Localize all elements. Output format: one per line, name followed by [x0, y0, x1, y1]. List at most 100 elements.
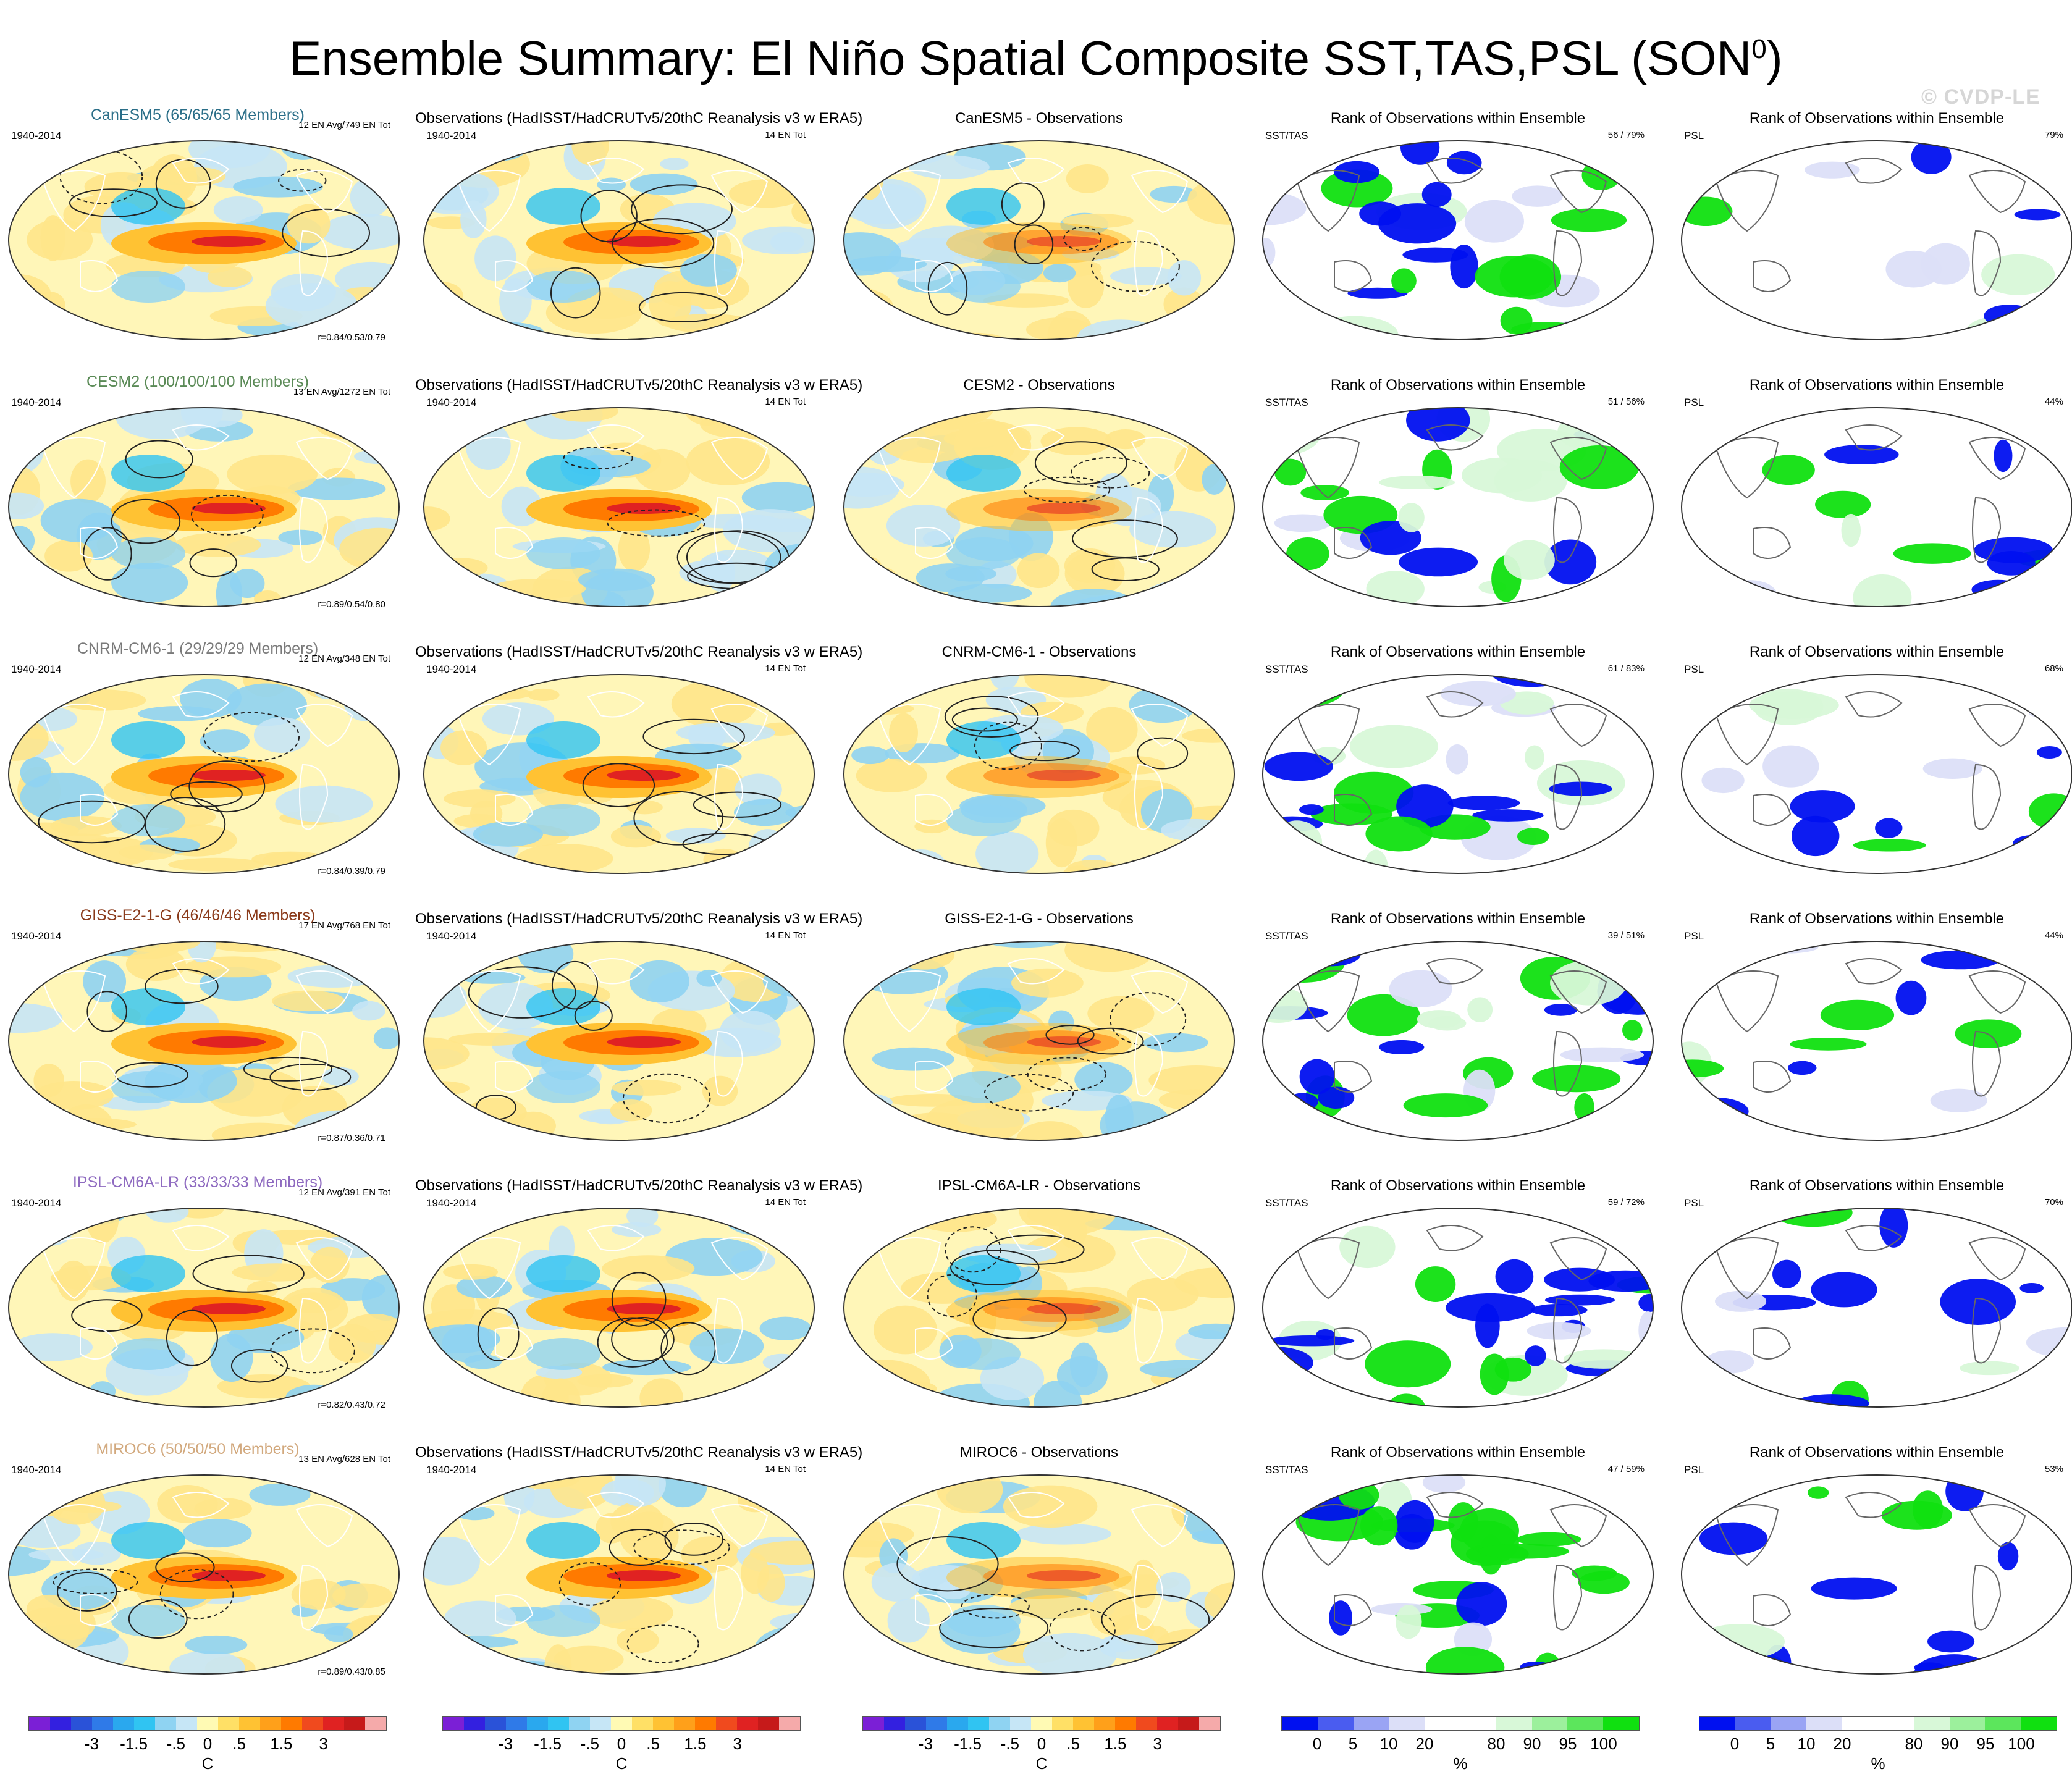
colorbar-swatch	[1115, 1717, 1136, 1730]
colorbar-swatch	[113, 1717, 134, 1730]
colorbar-swatch	[1699, 1717, 1735, 1730]
colorbar-swatch	[1094, 1717, 1115, 1730]
event-count-label: 14 EN Tot	[765, 397, 806, 407]
map-plot	[1681, 941, 2072, 1141]
map-panel-obs: Observations (HadISST/HadCRUTv5/20thC Re…	[415, 1155, 862, 1422]
map-panel-diff: IPSL-CM6A-LR - Observations	[835, 1155, 1243, 1422]
panel-title: Rank of Observations within Ensemble	[1330, 910, 1586, 927]
colorbar-swatch	[653, 1717, 674, 1730]
panel-title: CNRM-CM6-1 - Observations	[941, 644, 1137, 660]
panel-title: Rank of Observations within Ensemble	[1749, 910, 2005, 927]
colorbar-unit: %	[1871, 1754, 1885, 1773]
map-panel-rank-sst: Rank of Observations within Ensemble SST/…	[1254, 88, 1662, 355]
variable-label: PSL	[1684, 1197, 1704, 1209]
colorbar-swatches	[862, 1716, 1221, 1731]
colorbar-tick-label: 95	[1559, 1734, 1577, 1753]
event-count-label: 12 EN Avg/348 EN Tot	[298, 654, 390, 664]
panel-title: Observations (HadISST/HadCRUTv5/20thC Re…	[415, 1444, 863, 1461]
map-plot	[1681, 1208, 2072, 1408]
panel-row: GISS-E2-1-G (46/46/46 Members) 1940-2014 1…	[0, 888, 2072, 1155]
colorbar-swatch	[485, 1717, 506, 1730]
rank-percent-label: 44%	[2044, 930, 2063, 941]
map-plot	[1681, 1474, 2072, 1675]
colorbar-swatch	[590, 1717, 611, 1730]
map-plot	[1681, 140, 2072, 340]
colorbar-swatch	[632, 1717, 653, 1730]
colorbar-swatch	[884, 1717, 905, 1730]
colorbar-swatch	[365, 1717, 386, 1730]
colorbar-swatch	[758, 1717, 779, 1730]
colorbar-unit: C	[1035, 1754, 1048, 1773]
colorbar-tick-label: 3	[319, 1734, 328, 1753]
colorbar-tick-label: 1.5	[270, 1734, 293, 1753]
colorbar-tick-label: 0	[203, 1734, 213, 1753]
panel-title: MIROC6 - Observations	[959, 1444, 1119, 1461]
colorbar-tick-label: .5	[646, 1734, 660, 1753]
map-plot	[423, 1208, 815, 1408]
variable-label: SST/TAS	[1265, 930, 1308, 942]
map-plot	[8, 1474, 400, 1675]
map-plot	[843, 941, 1235, 1141]
map-panel-obs: Observations (HadISST/HadCRUTv5/20thC Re…	[415, 355, 862, 621]
pattern-correlation-label: r=0.89/0.54/0.80	[318, 599, 385, 610]
colorbar-tick-label: .5	[232, 1734, 246, 1753]
map-panel-obs: Observations (HadISST/HadCRUTv5/20thC Re…	[415, 621, 863, 888]
panel-title: Rank of Observations within Ensemble	[1749, 377, 2005, 393]
colorbar-tick-label: 95	[1976, 1734, 1995, 1753]
panel-row: IPSL-CM6A-LR (33/33/33 Members) 1940-2014…	[0, 1155, 2072, 1422]
variable-label: SST/TAS	[1265, 397, 1308, 408]
map-panel-obs: Observations (HadISST/HadCRUTv5/20thC Re…	[415, 1422, 863, 1689]
colorbar-swatch	[1282, 1717, 1318, 1730]
colorbar-tick-label: 90	[1523, 1734, 1541, 1753]
map-panel-diff: GISS-E2-1-G - Observations	[835, 888, 1243, 1155]
event-count-label: 14 EN Tot	[765, 663, 806, 674]
colorbar-tick-label: 20	[1833, 1734, 1851, 1753]
pattern-correlation-label: r=0.89/0.43/0.85	[318, 1666, 385, 1677]
colorbar-swatch	[344, 1717, 365, 1730]
map-panel-rank-psl: Rank of Observations within Ensemble PSL 4…	[1673, 888, 2072, 1155]
map-panel-rank-psl: Rank of Observations within Ensemble PSL 5…	[1673, 1422, 2072, 1689]
colorbar-tick-label: -3	[498, 1734, 513, 1753]
panel-title: Rank of Observations within Ensemble	[1330, 1444, 1586, 1461]
colorbar-swatch	[1531, 1717, 1568, 1730]
colorbar-swatch	[1735, 1717, 1771, 1730]
colorbar-tick-label: 0	[1730, 1734, 1740, 1753]
colorbar-swatch	[29, 1717, 50, 1730]
colorbar-swatch	[71, 1717, 92, 1730]
pattern-correlation-label: r=0.87/0.36/0.71	[318, 1133, 385, 1143]
map-panel-model: GISS-E2-1-G (46/46/46 Members) 1940-2014 1…	[0, 888, 408, 1155]
colorbar-swatch	[1031, 1717, 1052, 1730]
colorbar-swatch	[1389, 1717, 1425, 1730]
colorbar-unit: C	[615, 1754, 628, 1773]
map-plot	[8, 140, 400, 340]
event-count-label: 14 EN Tot	[765, 1197, 806, 1208]
watermark: © CVDP-LE	[1921, 85, 2040, 109]
map-plot	[8, 407, 400, 607]
panel-row: CanESM5 (65/65/65 Members) 1940-2014 12 EN…	[0, 88, 2072, 355]
panel-title: Observations (HadISST/HadCRUTv5/20thC Re…	[415, 110, 863, 127]
panel-title: Observations (HadISST/HadCRUTv5/20thC Re…	[415, 644, 863, 660]
colorbar-tick-label: 5	[1348, 1734, 1358, 1753]
colorbar-tick-label: 1.5	[1104, 1734, 1127, 1753]
panel-title: CanESM5 - Observations	[954, 110, 1124, 127]
map-panel-diff: MIROC6 - Observations	[835, 1422, 1243, 1689]
colorbar-swatch	[464, 1717, 485, 1730]
pattern-correlation-label: r=0.84/0.39/0.79	[318, 866, 385, 876]
colorbar-tick-label: -1.5	[954, 1734, 982, 1753]
period-label: 1940-2014	[426, 1464, 477, 1476]
panel-title: GISS-E2-1-G - Observations	[945, 910, 1134, 927]
panel-title: Rank of Observations within Ensemble	[1330, 377, 1586, 393]
map-panel-rank-sst: Rank of Observations within Ensemble SST/…	[1254, 621, 1662, 888]
colorbar-tick-label: -1.5	[534, 1734, 562, 1753]
rank-percent-label: 44%	[2044, 397, 2063, 407]
colorbar-observations: -3 -1.5 -.5 0 .5 1.5 3 C	[442, 1712, 801, 1774]
rank-percent-label: 51 / 56%	[1607, 397, 1645, 407]
period-label: 1940-2014	[426, 930, 477, 942]
map-plot	[843, 674, 1235, 874]
colorbar-swatch	[1178, 1717, 1199, 1730]
event-count-label: 14 EN Tot	[765, 930, 806, 941]
colorbar-swatch	[92, 1717, 113, 1730]
colorbar-unit: C	[201, 1754, 214, 1773]
colorbar-swatch	[1877, 1717, 1914, 1730]
colorbar-swatch	[1567, 1717, 1604, 1730]
